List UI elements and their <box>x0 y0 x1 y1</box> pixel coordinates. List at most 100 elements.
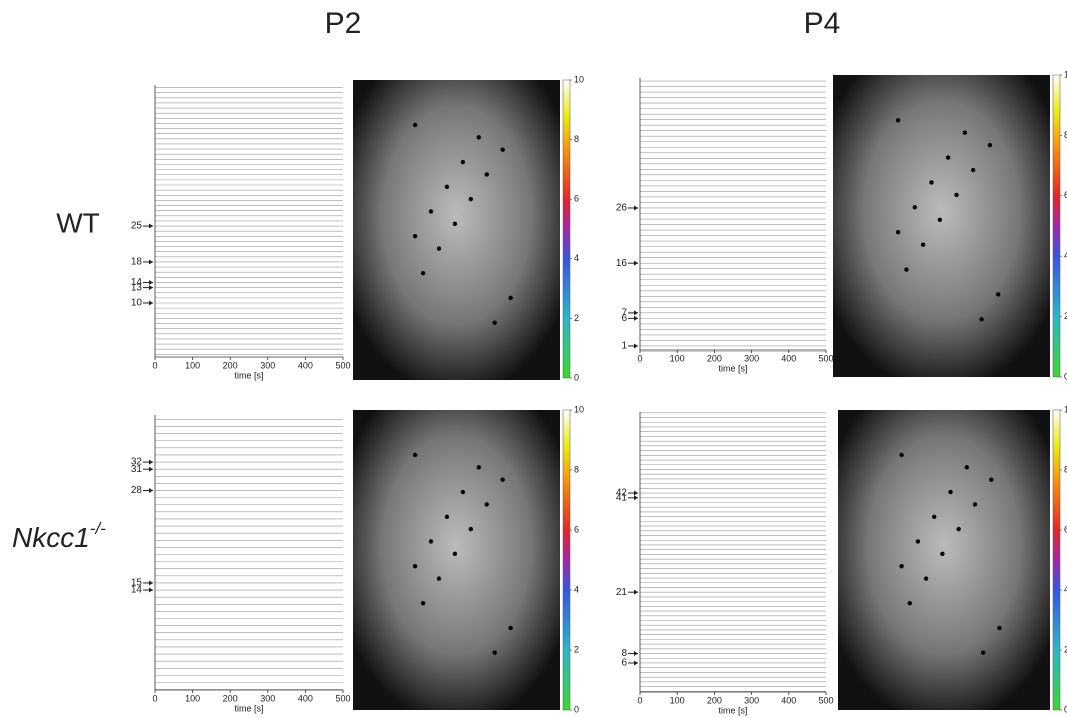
x-tick-label: 500 <box>335 693 350 703</box>
x-tick-label: 200 <box>707 353 722 363</box>
row-arrowhead <box>149 459 153 465</box>
x-tick-label: 0 <box>152 360 157 370</box>
colorbar-tick-label: 4 <box>1064 251 1067 261</box>
cell <box>997 625 1002 631</box>
colorbar-tick-label: 4 <box>1064 584 1067 594</box>
cell <box>971 167 976 173</box>
cell <box>989 477 994 482</box>
row-arrowhead <box>149 466 153 472</box>
x-tick-label: 300 <box>744 695 759 705</box>
colorbar-tick-label: 8 <box>1064 464 1067 474</box>
x-tick-label: 300 <box>744 353 759 363</box>
colorbar-tick-label: 0 <box>1064 704 1067 714</box>
cell <box>484 502 489 507</box>
cell <box>899 452 904 458</box>
row-label: 26 <box>616 203 628 214</box>
colorbar-tick-label: 0 <box>574 704 579 714</box>
cell <box>920 242 926 247</box>
x-tick-label: 100 <box>670 695 685 705</box>
cell <box>895 118 901 123</box>
cell <box>428 539 434 544</box>
colorbar-tick-label: 2 <box>574 313 579 323</box>
colorbar-tick-label: 10 <box>574 74 584 84</box>
row-arrowhead <box>634 343 638 349</box>
row-arrowhead <box>634 490 638 496</box>
cell <box>932 514 937 519</box>
row-arrowhead <box>149 279 153 285</box>
cell <box>468 526 474 532</box>
row-label: 16 <box>616 258 628 269</box>
row-label: 21 <box>616 587 628 598</box>
colorbar-tick-label: 0 <box>574 372 579 382</box>
cell <box>492 320 497 325</box>
x-tick-label: 400 <box>298 360 313 370</box>
row-header-superscript: -/- <box>90 519 106 538</box>
row-label: 42 <box>616 488 628 499</box>
row-label: 41 <box>616 492 628 503</box>
row-arrowhead <box>149 223 153 229</box>
colorbar-tick-label: 10 <box>1064 69 1067 79</box>
cell <box>923 576 929 581</box>
cell <box>899 563 904 569</box>
row-arrowhead <box>149 259 153 265</box>
x-tick-label: 300 <box>260 360 275 370</box>
cell <box>937 217 943 222</box>
row-label: 13 <box>131 282 143 293</box>
cell <box>500 147 505 152</box>
image <box>353 410 560 710</box>
row-header: Nkcc1-/- <box>12 519 106 553</box>
row-arrowhead <box>634 310 638 316</box>
cell <box>412 122 418 128</box>
row-arrowhead <box>634 205 638 211</box>
cell <box>987 142 993 148</box>
cell <box>460 159 466 165</box>
x-axis-label: time [s] <box>718 705 747 715</box>
cell <box>484 172 489 177</box>
cell <box>476 135 481 140</box>
x-tick-label: 200 <box>707 695 722 705</box>
colorbar-tick-label: 6 <box>574 524 579 534</box>
colorbar <box>1052 409 1061 711</box>
row-arrowhead <box>149 285 153 291</box>
row-label: 10 <box>131 298 143 309</box>
row-arrowhead <box>634 589 638 595</box>
x-tick-label: 300 <box>260 693 275 703</box>
colorbar-tick-label: 6 <box>1064 524 1067 534</box>
row-arrowhead <box>634 660 638 666</box>
row-arrowhead <box>149 587 153 593</box>
cell <box>954 192 959 198</box>
colorbar-tick-label: 0 <box>1064 371 1067 381</box>
row-label: 15 <box>131 578 143 589</box>
colorbar-tick-label: 2 <box>1064 311 1067 321</box>
cell <box>492 650 497 655</box>
colorbar <box>562 79 571 379</box>
image <box>833 75 1050 377</box>
row-label: 8 <box>621 648 627 659</box>
x-tick-label: 0 <box>637 695 642 705</box>
row-label: 7 <box>621 308 627 319</box>
row-label: 14 <box>131 585 143 596</box>
colorbar <box>1052 74 1061 378</box>
cell <box>444 184 450 189</box>
x-axis-label: time [s] <box>234 370 263 380</box>
row-label: 14 <box>131 277 143 288</box>
x-tick-label: 500 <box>818 353 833 363</box>
cell <box>500 477 505 482</box>
cell <box>476 465 481 470</box>
row-header: WT <box>56 207 100 238</box>
cell <box>452 221 458 227</box>
x-tick-label: 400 <box>781 353 796 363</box>
image <box>353 80 560 380</box>
x-tick-label: 0 <box>152 693 157 703</box>
row-label: 32 <box>131 457 143 468</box>
row-arrowhead <box>149 300 153 306</box>
colorbar-tick-label: 6 <box>1064 190 1067 200</box>
colorbar-tick-label: 10 <box>574 404 584 414</box>
cell <box>962 130 968 135</box>
x-tick-label: 400 <box>781 695 796 705</box>
cell <box>996 292 1001 297</box>
cell <box>508 295 513 301</box>
colorbar-tick-label: 2 <box>1064 644 1067 654</box>
row-arrowhead <box>634 260 638 266</box>
